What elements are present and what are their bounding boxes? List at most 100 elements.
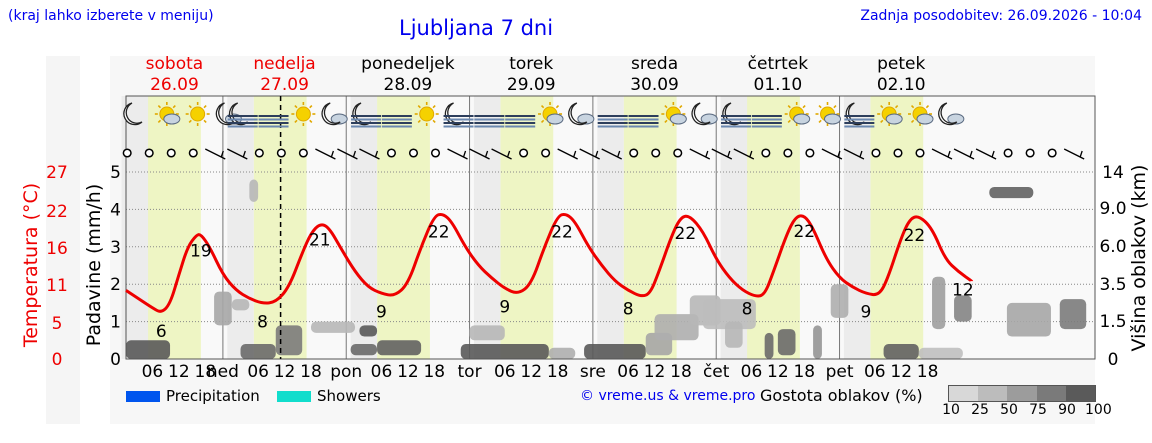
cloud-shape xyxy=(885,113,903,125)
wind-barb-flag xyxy=(573,150,577,158)
cloud-height-tick: 3.5 xyxy=(1099,275,1126,295)
wind-barb-icon xyxy=(359,148,380,160)
dawn-band xyxy=(473,96,501,359)
day-name: petek xyxy=(877,54,925,74)
precip-tick: 1 xyxy=(110,313,121,333)
legend-precipitation: Precipitation xyxy=(126,387,260,405)
fog-icon xyxy=(597,115,628,128)
temperature-label: 8 xyxy=(257,313,268,333)
day-date: 27.09 xyxy=(260,75,309,95)
temp-tick: 16 xyxy=(46,239,68,259)
wind-barb-flag xyxy=(220,150,224,158)
cloud-height-tick: 6.0 xyxy=(1099,237,1126,257)
density-cell xyxy=(978,386,1008,401)
sun-ray xyxy=(802,104,806,109)
day-name: nedelja xyxy=(253,54,315,74)
sun-ray xyxy=(787,104,791,109)
sun-ray xyxy=(309,119,313,124)
hour-tick: 18 xyxy=(423,362,445,382)
temp-tick: 27 xyxy=(46,163,68,183)
sun-cloud-icon xyxy=(877,102,903,126)
wind-barb-icon xyxy=(337,148,358,160)
day-date: 26.09 xyxy=(150,75,199,95)
hour-tick: 12 xyxy=(644,362,666,382)
sun-ray xyxy=(157,104,162,109)
sun-ray xyxy=(894,104,899,109)
sun-ray xyxy=(880,104,884,109)
wind-calm-icon xyxy=(629,148,639,158)
hour-tick: 06 xyxy=(741,362,763,382)
moon-crescent xyxy=(938,102,958,126)
wind-calm-icon xyxy=(298,148,308,158)
wind-barb-icon xyxy=(315,148,336,160)
wind-calm-icon xyxy=(541,148,551,158)
hour-tick: 18 xyxy=(917,362,939,382)
temperature-label: 22 xyxy=(793,222,815,242)
sun-ray xyxy=(188,104,192,109)
moon-fog-icon xyxy=(721,102,752,128)
day-abbr-tick: sre xyxy=(580,362,606,382)
cloud-height-tick: 9.0 xyxy=(1099,199,1126,219)
wind-barb-icon xyxy=(469,148,490,160)
credit-link[interactable]: © vreme.us & vreme.pro xyxy=(580,388,756,404)
cloud-shape xyxy=(163,113,181,125)
sun-ray xyxy=(309,104,313,109)
legend-precipitation-label: Precipitation xyxy=(166,387,260,405)
wind-calm-icon xyxy=(408,148,419,158)
sun-ray xyxy=(294,104,298,109)
location-hint: (kraj lahko izberete v meniju) xyxy=(8,8,214,24)
day-abbr-tick: ned xyxy=(207,362,239,382)
hour-tick: 06 xyxy=(247,362,269,382)
cloud-shape xyxy=(793,113,811,125)
cloud-cell xyxy=(725,321,743,348)
sun-ray xyxy=(818,119,822,124)
cloud-cell xyxy=(231,299,250,311)
cloud-cell xyxy=(310,321,356,333)
cloud-shape xyxy=(546,113,564,125)
moon-crescent xyxy=(321,102,341,126)
hour-tick: 18 xyxy=(194,362,216,382)
temperature-label: 22 xyxy=(428,223,450,243)
wind-barb-flag xyxy=(595,150,599,158)
hour-tick: 12 xyxy=(168,362,190,382)
density-cell xyxy=(949,386,979,401)
temp-tick: 22 xyxy=(46,202,68,222)
cloud-cell xyxy=(932,276,946,330)
wind-barb-flag xyxy=(330,150,335,158)
sun-ray xyxy=(432,119,436,124)
daylight-band xyxy=(870,96,924,359)
temperature-axis-label: Temperatura (°C) xyxy=(20,183,42,348)
hour-tick: 18 xyxy=(300,362,322,382)
sun-ray xyxy=(910,104,915,109)
wind-barb-flag xyxy=(484,150,489,158)
density-tick: 90 xyxy=(1058,402,1076,418)
sun-ray xyxy=(417,119,421,124)
density-cell xyxy=(1036,386,1066,401)
wind-calm-icon xyxy=(254,148,264,158)
sun-ray xyxy=(540,119,545,124)
density-cell xyxy=(1065,386,1096,401)
daylight-band xyxy=(500,96,554,359)
temperature-label: 12 xyxy=(952,281,974,301)
daylight-band xyxy=(377,96,430,359)
cloud-height-tick: 0 xyxy=(1108,350,1119,370)
hour-tick: 12 xyxy=(767,362,789,382)
temp-tick: 5 xyxy=(52,314,63,334)
sun-ray xyxy=(880,119,884,124)
wind-barb-icon xyxy=(975,148,997,160)
cloud-shape xyxy=(669,113,687,125)
cloud-cell xyxy=(1059,299,1087,330)
density-tick: 50 xyxy=(1000,402,1018,418)
cloud-cell xyxy=(702,299,756,330)
precip-tick: 0 xyxy=(110,350,121,370)
cloud-shape xyxy=(577,113,595,125)
sun-ray xyxy=(294,119,298,124)
day-date: 02.10 xyxy=(877,75,926,95)
day-abbr-tick: pet xyxy=(826,362,854,382)
cloud-cell xyxy=(883,344,919,359)
wind-barb-flag xyxy=(705,150,709,158)
temperature-label: 9 xyxy=(861,303,872,323)
temperature-label: 6 xyxy=(156,322,167,342)
temperature-label: 22 xyxy=(904,226,926,246)
cloud-night-icon xyxy=(691,102,718,126)
